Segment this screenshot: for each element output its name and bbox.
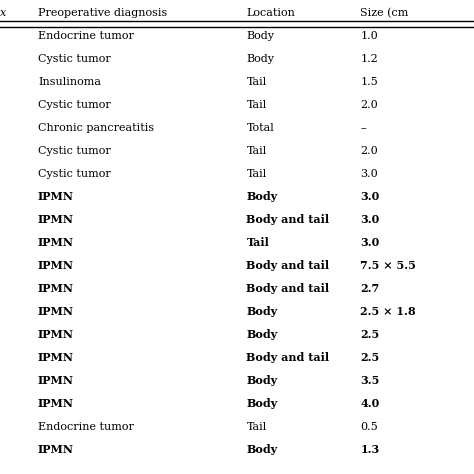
Text: Body: Body bbox=[246, 54, 274, 64]
Text: 1.3: 1.3 bbox=[360, 444, 380, 456]
Text: IPMN: IPMN bbox=[38, 214, 74, 226]
Text: 2.0: 2.0 bbox=[360, 146, 378, 156]
Text: Body: Body bbox=[246, 191, 278, 202]
Text: Insulinoma: Insulinoma bbox=[38, 77, 101, 87]
Text: Body: Body bbox=[246, 31, 274, 41]
Text: Cystic tumor: Cystic tumor bbox=[38, 54, 110, 64]
Text: 2.0: 2.0 bbox=[360, 100, 378, 110]
Text: 3.0: 3.0 bbox=[360, 169, 378, 179]
Text: Tail: Tail bbox=[246, 422, 267, 432]
Text: 1.2: 1.2 bbox=[360, 54, 378, 64]
Text: Tail: Tail bbox=[246, 100, 267, 110]
Text: IPMN: IPMN bbox=[38, 283, 74, 294]
Text: IPMN: IPMN bbox=[38, 306, 74, 318]
Text: Location: Location bbox=[246, 8, 295, 18]
Text: 3.0: 3.0 bbox=[360, 191, 380, 202]
Text: Tail: Tail bbox=[246, 77, 267, 87]
Text: Body and tail: Body and tail bbox=[246, 214, 329, 226]
Text: Endocrine tumor: Endocrine tumor bbox=[38, 31, 134, 41]
Text: Size (cm: Size (cm bbox=[360, 8, 409, 18]
Text: Body: Body bbox=[246, 329, 278, 340]
Text: Preoperative diagnosis: Preoperative diagnosis bbox=[38, 8, 167, 18]
Text: Tail: Tail bbox=[246, 237, 269, 248]
Text: IPMN: IPMN bbox=[38, 375, 74, 386]
Text: 4.0: 4.0 bbox=[360, 398, 380, 410]
Text: IPMN: IPMN bbox=[38, 329, 74, 340]
Text: Body: Body bbox=[246, 306, 278, 318]
Text: 2.5: 2.5 bbox=[360, 329, 380, 340]
Text: Endocrine tumor: Endocrine tumor bbox=[38, 422, 134, 432]
Text: –: – bbox=[360, 123, 366, 133]
Text: Body: Body bbox=[246, 444, 278, 456]
Text: 1.5: 1.5 bbox=[360, 77, 378, 87]
Text: Body: Body bbox=[246, 375, 278, 386]
Text: Tail: Tail bbox=[246, 146, 267, 156]
Text: Tail: Tail bbox=[246, 169, 267, 179]
Text: IPMN: IPMN bbox=[38, 191, 74, 202]
Text: 2.5 × 1.8: 2.5 × 1.8 bbox=[360, 306, 416, 318]
Text: IPMN: IPMN bbox=[38, 237, 74, 248]
Text: IPMN: IPMN bbox=[38, 444, 74, 456]
Text: Body and tail: Body and tail bbox=[246, 352, 329, 364]
Text: 2.7: 2.7 bbox=[360, 283, 380, 294]
Text: Chronic pancreatitis: Chronic pancreatitis bbox=[38, 123, 154, 133]
Text: Total: Total bbox=[246, 123, 274, 133]
Text: Cystic tumor: Cystic tumor bbox=[38, 146, 110, 156]
Text: 3.0: 3.0 bbox=[360, 237, 380, 248]
Text: 3.5: 3.5 bbox=[360, 375, 380, 386]
Text: 1.0: 1.0 bbox=[360, 31, 378, 41]
Text: 7.5 × 5.5: 7.5 × 5.5 bbox=[360, 260, 416, 272]
Text: IPMN: IPMN bbox=[38, 398, 74, 410]
Text: x: x bbox=[0, 8, 6, 18]
Text: Cystic tumor: Cystic tumor bbox=[38, 169, 110, 179]
Text: 0.5: 0.5 bbox=[360, 422, 378, 432]
Text: IPMN: IPMN bbox=[38, 260, 74, 272]
Text: 3.0: 3.0 bbox=[360, 214, 380, 226]
Text: Body and tail: Body and tail bbox=[246, 283, 329, 294]
Text: Cystic tumor: Cystic tumor bbox=[38, 100, 110, 110]
Text: 2.5: 2.5 bbox=[360, 352, 380, 364]
Text: Body and tail: Body and tail bbox=[246, 260, 329, 272]
Text: Body: Body bbox=[246, 398, 278, 410]
Text: IPMN: IPMN bbox=[38, 352, 74, 364]
